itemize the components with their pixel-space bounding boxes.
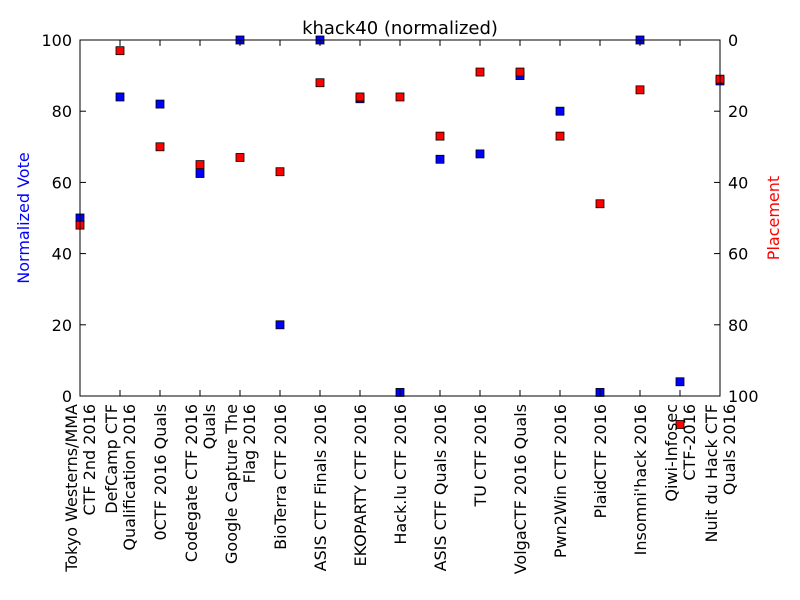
placement-marker-12: [555, 131, 565, 141]
category-label-14: Insomni'hack 2016: [631, 404, 650, 555]
right-tick-label-3: 60: [728, 245, 748, 264]
vote-marker-12: [555, 106, 565, 116]
placement-marker-10: [475, 67, 485, 77]
category-label-line: BioTerra CTF 2016: [271, 404, 290, 550]
axes: 0 20 40 60 80 100 0 20 40 60 80 100 Tokyo Westerns/M…: [41, 31, 758, 574]
placement-marker-11: [515, 67, 525, 77]
category-label-9: ASIS CTF Quals 2016: [431, 404, 450, 571]
category-label-2: 0CTF 2016 Quals: [151, 404, 170, 541]
category-label-line: CTF-2016: [680, 404, 699, 481]
vote-marker-15: [675, 377, 685, 387]
category-label-5: BioTerra CTF 2016: [271, 404, 290, 550]
left-tick-label-0: 0: [62, 387, 72, 406]
category-label-12: Pwn2Win CTF 2016: [551, 404, 570, 558]
category-label-line: Quals: [200, 404, 219, 449]
right-tick-label-4: 80: [728, 316, 748, 335]
category-label-13: PlaidCTF 2016: [591, 404, 610, 518]
category-label-line: Codegate CTF 2016: [182, 404, 201, 562]
category-label-4: Google Capture TheFlag 2016: [222, 404, 259, 564]
category-label-line: Quals 2016: [720, 404, 739, 495]
vote-marker-9: [435, 154, 445, 164]
placement-marker-8: [395, 92, 405, 102]
placement-marker-13: [595, 199, 605, 209]
vote-marker-2: [155, 99, 165, 109]
category-label-line: Hack.lu CTF 2016: [391, 404, 410, 545]
plot-area: [75, 35, 725, 429]
right-tick-label-5: 100: [728, 387, 759, 406]
left-tick-label-3: 60: [52, 173, 72, 192]
right-axis-label: Placement: [764, 176, 783, 260]
vote-marker-5: [275, 320, 285, 330]
category-label-line: TU CTF 2016: [471, 404, 490, 508]
category-label-line: 0CTF 2016 Quals: [151, 404, 170, 541]
placement-marker-3: [195, 160, 205, 170]
category-label-line: Qualification 2016: [120, 404, 139, 551]
category-label-15: Qiwi-InfosecCTF-2016: [662, 404, 699, 502]
category-label-3: Codegate CTF 2016Quals: [182, 404, 219, 562]
placement-marker-1: [115, 46, 125, 56]
placement-marker-9: [435, 131, 445, 141]
category-label-line: Qiwi-Infosec: [662, 404, 681, 502]
placement-marker-4: [235, 153, 245, 162]
category-label-line: Insomni'hack 2016: [631, 404, 650, 555]
category-label-line: VolgaCTF 2016 Quals: [511, 404, 530, 574]
placement-marker-5: [275, 167, 285, 177]
right-tick-label-2: 40: [728, 173, 748, 192]
category-label-line: DefCamp CTF: [102, 404, 121, 514]
placement-marker-14: [635, 85, 645, 95]
category-label-line: Google Capture The: [222, 404, 241, 564]
left-tick-label-2: 40: [52, 245, 72, 264]
right-tick-label-1: 20: [728, 102, 748, 121]
category-label-line: Nuit du Hack CTF: [702, 404, 721, 542]
placement-marker-7: [355, 92, 365, 102]
placement-marker-6: [315, 78, 325, 88]
category-label-7: EKOPARTY CTF 2016: [351, 404, 370, 566]
left-tick-label-4: 80: [52, 102, 72, 121]
category-label-11: VolgaCTF 2016 Quals: [511, 404, 530, 574]
category-label-line: CTF 2nd 2016: [80, 404, 99, 516]
category-label-line: Pwn2Win CTF 2016: [551, 404, 570, 558]
category-label-8: Hack.lu CTF 2016: [391, 404, 410, 545]
category-label-1: DefCamp CTFQualification 2016: [102, 404, 139, 551]
category-label-line: Flag 2016: [240, 404, 259, 483]
right-tick-label-0: 0: [728, 31, 738, 50]
category-label-0: Tokyo Westerns/MMACTF 2nd 2016: [62, 404, 99, 573]
vote-marker-10: [475, 149, 485, 159]
category-label-line: Tokyo Westerns/MMA: [62, 404, 81, 573]
placement-marker-15: [675, 420, 685, 429]
category-label-line: EKOPARTY CTF 2016: [351, 404, 370, 566]
left-tick-label-5: 100: [41, 31, 72, 50]
category-label-line: ASIS CTF Quals 2016: [431, 404, 450, 571]
category-label-line: PlaidCTF 2016: [591, 404, 610, 518]
chart-title: khack40 (normalized): [302, 18, 498, 39]
placement-marker-2: [155, 142, 165, 152]
left-axis-label: Normalized Vote: [14, 152, 33, 283]
vote-marker-3: [195, 169, 205, 178]
category-label-line: ASIS CTF Finals 2016: [311, 404, 330, 571]
category-label-16: Nuit du Hack CTFQuals 2016: [702, 404, 739, 542]
vote-marker-1: [115, 92, 125, 102]
left-tick-label-1: 20: [52, 316, 72, 335]
category-label-6: ASIS CTF Finals 2016: [311, 404, 330, 571]
category-label-10: TU CTF 2016: [471, 404, 490, 508]
